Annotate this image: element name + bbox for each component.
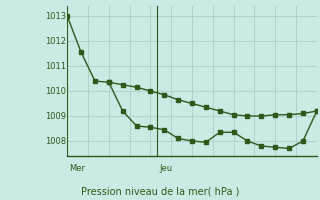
- Text: Pression niveau de la mer( hPa ): Pression niveau de la mer( hPa ): [81, 186, 239, 196]
- Text: Mer: Mer: [69, 164, 85, 173]
- Text: Jeu: Jeu: [159, 164, 172, 173]
